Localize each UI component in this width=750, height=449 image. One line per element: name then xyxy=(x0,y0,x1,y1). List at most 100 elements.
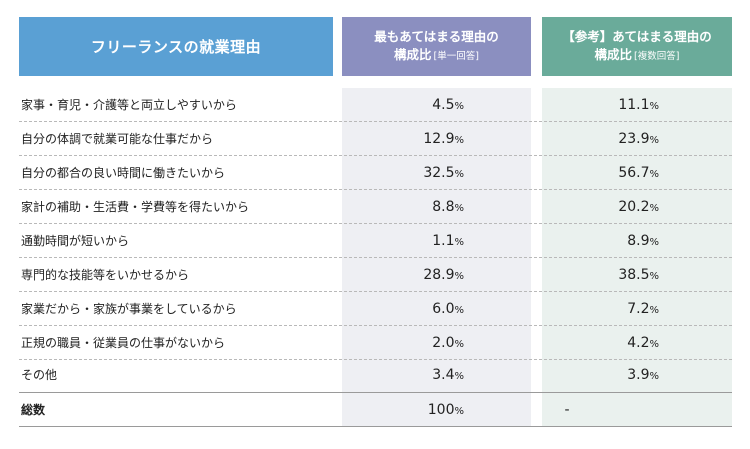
column-a-header-line1: 最もあてはまる理由の xyxy=(374,28,499,44)
row-value-a: 1.1% xyxy=(342,224,464,258)
row-value-b: 38.5% xyxy=(542,258,659,292)
row-label: その他 xyxy=(21,368,58,382)
table-row: 家事・育児・介護等と両立しやすいから 4.5% 11.1% xyxy=(19,88,732,122)
value-a-unit: % xyxy=(454,169,464,180)
row-value-b: 11.1% xyxy=(542,88,659,122)
row-value-a: 28.9% xyxy=(342,258,464,292)
value-b-unit: % xyxy=(649,339,659,350)
row-label: 自分の体調で就業可能な仕事だから xyxy=(21,132,214,146)
value-a-unit: % xyxy=(454,101,464,112)
row-divider xyxy=(19,121,732,122)
row-value-b: 20.2% xyxy=(542,190,659,224)
value-a-number: 12.9 xyxy=(423,131,455,147)
row-value-b: 56.7% xyxy=(542,156,659,190)
value-a-number: 8.8 xyxy=(432,199,455,215)
value-a-number: 1.1 xyxy=(432,233,455,249)
row-divider xyxy=(19,359,732,360)
row-divider xyxy=(19,291,732,292)
row-label: 家事・育児・介護等と両立しやすいから xyxy=(21,98,237,112)
total-b-number: - xyxy=(564,402,570,418)
total-a-number: 100 xyxy=(427,402,455,418)
value-b-number: 8.9 xyxy=(627,233,650,249)
total-label: 総数 xyxy=(21,403,46,417)
value-b-unit: % xyxy=(649,237,659,248)
value-b-unit: % xyxy=(649,271,659,282)
row-label: 専門的な技能等をいかせるから xyxy=(21,268,190,282)
value-a-number: 28.9 xyxy=(423,267,455,283)
row-value-a: 8.8% xyxy=(342,190,464,224)
row-divider xyxy=(19,155,732,156)
value-a-unit: % xyxy=(454,305,464,316)
value-b-unit: % xyxy=(649,135,659,146)
row-divider xyxy=(19,257,732,258)
table-bottom-border xyxy=(19,426,732,427)
column-b-header: 【参考】あてはまる理由の 構成比 [複数回答] xyxy=(542,17,732,76)
column-b-header-main: 構成比 xyxy=(594,46,633,62)
value-a-number: 2.0 xyxy=(432,335,455,351)
column-a-header-note: [単一回答] xyxy=(433,50,479,62)
value-a-unit: % xyxy=(454,237,464,248)
value-a-unit: % xyxy=(454,371,464,382)
value-a-unit: % xyxy=(454,203,464,214)
row-value-b: 3.9% xyxy=(542,358,659,392)
column-a-header-line2: 構成比 [単一回答] xyxy=(394,46,479,66)
row-value-a: 2.0% xyxy=(342,326,464,360)
row-label: 家計の補助・生活費・学費等を得たいから xyxy=(21,200,250,214)
value-b-unit: % xyxy=(649,305,659,316)
row-value-b: 8.9% xyxy=(542,224,659,258)
total-value-a: 100% xyxy=(342,393,464,427)
row-value-a: 3.4% xyxy=(342,358,464,392)
row-label: 自分の都合の良い時間に働きたいから xyxy=(21,166,226,180)
row-divider xyxy=(19,223,732,224)
row-value-b: 4.2% xyxy=(542,326,659,360)
row-value-a: 6.0% xyxy=(342,292,464,326)
column-a-header: 最もあてはまる理由の 構成比 [単一回答] xyxy=(342,17,531,76)
value-a-number: 32.5 xyxy=(423,165,455,181)
value-b-number: 11.1 xyxy=(618,97,650,113)
table-row: 通勤時間が短いから 1.1% 8.9% xyxy=(19,224,732,258)
row-value-a: 32.5% xyxy=(342,156,464,190)
value-b-number: 4.2 xyxy=(627,335,650,351)
value-a-number: 3.4 xyxy=(432,367,455,383)
table-row: 家業だから・家族が事業をしているから 6.0% 7.2% xyxy=(19,292,732,326)
row-divider xyxy=(19,189,732,190)
value-a-number: 4.5 xyxy=(432,97,455,113)
total-value-b: - xyxy=(552,393,582,427)
value-b-number: 7.2 xyxy=(627,301,650,317)
value-b-number: 20.2 xyxy=(618,199,650,215)
value-b-unit: % xyxy=(649,371,659,382)
table-row: 専門的な技能等をいかせるから 28.9% 38.5% xyxy=(19,258,732,292)
value-b-number: 23.9 xyxy=(618,131,650,147)
row-value-a: 4.5% xyxy=(342,88,464,122)
row-value-b: 7.2% xyxy=(542,292,659,326)
total-divider-top xyxy=(19,392,732,393)
value-b-number: 3.9 xyxy=(627,367,650,383)
table-title-header: フリーランスの就業理由 xyxy=(19,17,333,76)
value-b-number: 38.5 xyxy=(618,267,650,283)
column-b-header-line1: 【参考】あてはまる理由の xyxy=(562,28,712,44)
value-a-unit: % xyxy=(454,135,464,146)
total-row: 総数 100% - xyxy=(19,393,732,426)
row-value-a: 12.9% xyxy=(342,122,464,156)
value-b-unit: % xyxy=(649,169,659,180)
table-row: 家計の補助・生活費・学費等を得たいから 8.8% 20.2% xyxy=(19,190,732,224)
table-row: その他 3.4% 3.9% xyxy=(19,358,732,392)
row-label: 家業だから・家族が事業をしているから xyxy=(21,302,237,316)
value-b-unit: % xyxy=(649,203,659,214)
value-a-unit: % xyxy=(454,339,464,350)
row-label: 通勤時間が短いから xyxy=(21,234,130,248)
total-a-unit: % xyxy=(454,406,464,417)
column-b-header-note: [複数回答] xyxy=(634,50,680,62)
table-row: 自分の都合の良い時間に働きたいから 32.5% 56.7% xyxy=(19,156,732,190)
table-row: 正規の職員・従業員の仕事がないから 2.0% 4.2% xyxy=(19,326,732,360)
value-a-number: 6.0 xyxy=(432,301,455,317)
table-title: フリーランスの就業理由 xyxy=(90,38,262,56)
value-b-unit: % xyxy=(649,101,659,112)
value-a-unit: % xyxy=(454,271,464,282)
table-row: 自分の体調で就業可能な仕事だから 12.9% 23.9% xyxy=(19,122,732,156)
column-a-header-main: 構成比 xyxy=(394,46,432,62)
row-divider xyxy=(19,325,732,326)
row-value-b: 23.9% xyxy=(542,122,659,156)
row-label: 正規の職員・従業員の仕事がないから xyxy=(21,336,226,350)
